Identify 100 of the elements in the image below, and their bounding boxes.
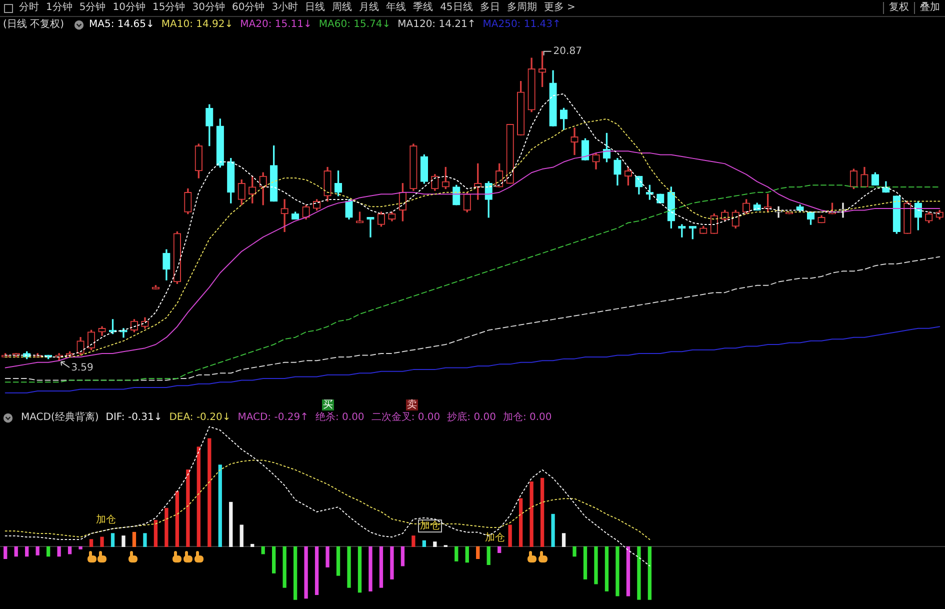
text: MA60: 15.74↓ bbox=[318, 19, 391, 31]
bar bbox=[498, 546, 502, 553]
candlestick bbox=[280, 199, 288, 232]
bar bbox=[175, 491, 180, 547]
bar bbox=[368, 546, 372, 592]
bar bbox=[57, 546, 61, 557]
annotation: 加仓 bbox=[418, 520, 442, 532]
text: MA120: 14.21↑ bbox=[398, 19, 476, 31]
bar bbox=[433, 542, 437, 547]
bar bbox=[336, 546, 340, 576]
bar bbox=[272, 546, 276, 574]
bar bbox=[486, 546, 490, 565]
text: 1分钟 bbox=[46, 2, 72, 14]
text: 多日 bbox=[480, 2, 500, 14]
text: 绝杀: 0.00 bbox=[315, 412, 364, 424]
bar bbox=[164, 508, 168, 547]
text: MA5: 14.65↓ bbox=[88, 19, 154, 31]
bar bbox=[616, 546, 620, 596]
bar bbox=[400, 546, 405, 566]
text: 年线 bbox=[386, 2, 406, 14]
text: 5分钟 bbox=[79, 2, 106, 14]
bar bbox=[68, 546, 72, 554]
bar bbox=[604, 546, 609, 592]
text: 加仓: 0.00 bbox=[502, 412, 552, 424]
bar bbox=[314, 546, 319, 596]
bar bbox=[358, 546, 362, 593]
bar bbox=[25, 546, 29, 557]
bar bbox=[518, 498, 523, 547]
bar bbox=[14, 546, 18, 557]
bar bbox=[100, 536, 104, 547]
bar bbox=[508, 524, 512, 547]
bar bbox=[648, 546, 652, 600]
bar bbox=[218, 464, 222, 547]
bar bbox=[282, 546, 286, 588]
text: 45日线 bbox=[440, 2, 473, 14]
bar bbox=[454, 546, 458, 562]
bar bbox=[261, 546, 265, 554]
bar bbox=[594, 546, 598, 584]
text: 3小时 bbox=[272, 2, 298, 14]
text: 60分钟 bbox=[232, 2, 265, 14]
text: MA250: 11.43↑ bbox=[482, 19, 561, 31]
text: 多周期 bbox=[506, 2, 537, 14]
bar bbox=[132, 532, 136, 547]
text: 抄底: 0.00 bbox=[447, 412, 496, 424]
bar bbox=[186, 469, 190, 547]
text: 卖 bbox=[406, 400, 418, 410]
bar bbox=[304, 546, 308, 599]
bar bbox=[250, 544, 254, 547]
bar bbox=[293, 546, 298, 600]
annotation: 20.87 bbox=[553, 46, 582, 58]
text: 复权 bbox=[883, 2, 914, 14]
text: 更多 > bbox=[544, 2, 576, 14]
text: 分时 bbox=[19, 2, 39, 14]
text: MA10: 14.92↓ bbox=[161, 19, 234, 31]
annotation: 加仓 bbox=[485, 532, 505, 544]
bar bbox=[422, 540, 426, 547]
bar bbox=[143, 533, 147, 547]
candlestick bbox=[570, 128, 578, 156]
text: 10分钟 bbox=[112, 2, 146, 14]
bar bbox=[551, 514, 555, 547]
bar bbox=[196, 446, 200, 547]
text: 30分钟 bbox=[192, 2, 225, 14]
chart-title: (日线 不复权) bbox=[3, 19, 64, 31]
text: MA20: 15.11↓ bbox=[240, 19, 312, 31]
bar bbox=[46, 546, 50, 557]
bar bbox=[637, 546, 641, 600]
bar bbox=[530, 481, 534, 547]
text: 季线 bbox=[413, 2, 434, 14]
text: 15分钟 bbox=[152, 2, 186, 14]
bar bbox=[154, 520, 158, 547]
text: DEA: -0.20↓ bbox=[169, 412, 231, 424]
text: 周线 bbox=[332, 2, 352, 14]
bar bbox=[122, 536, 126, 547]
bar bbox=[347, 546, 351, 588]
text: 月线 bbox=[359, 2, 380, 14]
bar bbox=[465, 546, 469, 563]
bar bbox=[78, 546, 82, 550]
bar bbox=[379, 546, 384, 588]
text: DIF: -0.31↓ bbox=[106, 412, 162, 424]
bar bbox=[326, 546, 330, 568]
bar bbox=[110, 533, 115, 547]
bar bbox=[208, 438, 212, 547]
bar bbox=[89, 539, 94, 547]
annotation: 加仓 bbox=[96, 514, 116, 526]
bar bbox=[583, 546, 588, 580]
bar bbox=[229, 502, 233, 547]
bar bbox=[572, 546, 576, 557]
bar bbox=[240, 524, 244, 547]
chart-title: MACD(经典背离) bbox=[21, 412, 99, 424]
text: MACD: -0.29↑ bbox=[238, 412, 308, 424]
bar bbox=[540, 478, 544, 547]
bar bbox=[476, 546, 480, 559]
bar bbox=[390, 546, 394, 580]
bar bbox=[626, 546, 630, 596]
bar bbox=[562, 533, 566, 547]
bar bbox=[36, 546, 40, 556]
text: 二次金叉: 0.00 bbox=[371, 412, 440, 424]
text: 叠加 bbox=[914, 2, 945, 14]
text: 买 bbox=[322, 400, 334, 410]
text: 3.59 bbox=[71, 362, 94, 374]
